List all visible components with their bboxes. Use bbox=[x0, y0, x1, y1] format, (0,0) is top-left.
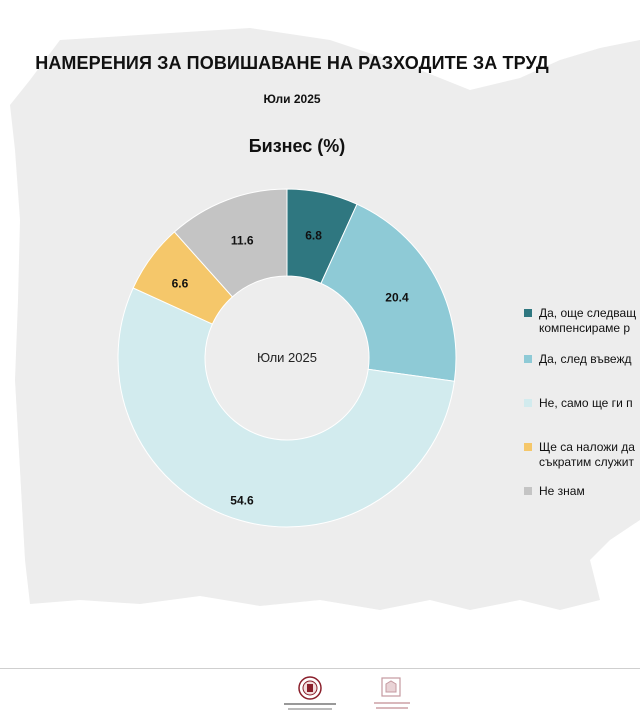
donut-slice bbox=[173, 188, 288, 298]
slice-value-label: 6.8 bbox=[305, 228, 322, 242]
slice-value-label: 11.6 bbox=[231, 234, 254, 248]
page-title: НАМЕРЕНИЯ ЗА ПОВИШАВАНЕ НА РАЗХОДИТЕ ЗА … bbox=[35, 53, 549, 73]
legend-label: Не знам bbox=[539, 484, 585, 498]
slice-value-label: 6.6 bbox=[172, 277, 189, 291]
legend-label-line2: съкратим служит bbox=[539, 455, 634, 469]
legend-swatch bbox=[524, 399, 532, 407]
slice-value-label: 54.6 bbox=[230, 494, 254, 508]
chart-title: Бизнес (%) bbox=[248, 136, 346, 156]
legend-label: Ще са наложи да bbox=[539, 440, 635, 454]
slice-value-label: 20.4 bbox=[385, 291, 409, 305]
bnb-logo bbox=[374, 677, 410, 709]
ministry-emblem-logo bbox=[284, 676, 336, 710]
legend-label: Не, само ще ги п bbox=[539, 396, 633, 410]
donut-center-label: Юли 2025 bbox=[257, 350, 317, 365]
legend-swatch bbox=[524, 443, 532, 451]
legend-swatch bbox=[524, 309, 532, 317]
footer-divider bbox=[0, 668, 640, 669]
donut-slice bbox=[320, 203, 457, 382]
legend-label: Да, още следващ bbox=[539, 306, 637, 320]
page-subtitle: Юли 2025 bbox=[263, 92, 321, 106]
legend-label: Да, след въвежд bbox=[539, 352, 632, 366]
legend-label-line2: компенсираме р bbox=[539, 321, 631, 335]
donut-slice bbox=[117, 287, 455, 528]
legend-swatch bbox=[524, 487, 532, 495]
legend-swatch bbox=[524, 355, 532, 363]
